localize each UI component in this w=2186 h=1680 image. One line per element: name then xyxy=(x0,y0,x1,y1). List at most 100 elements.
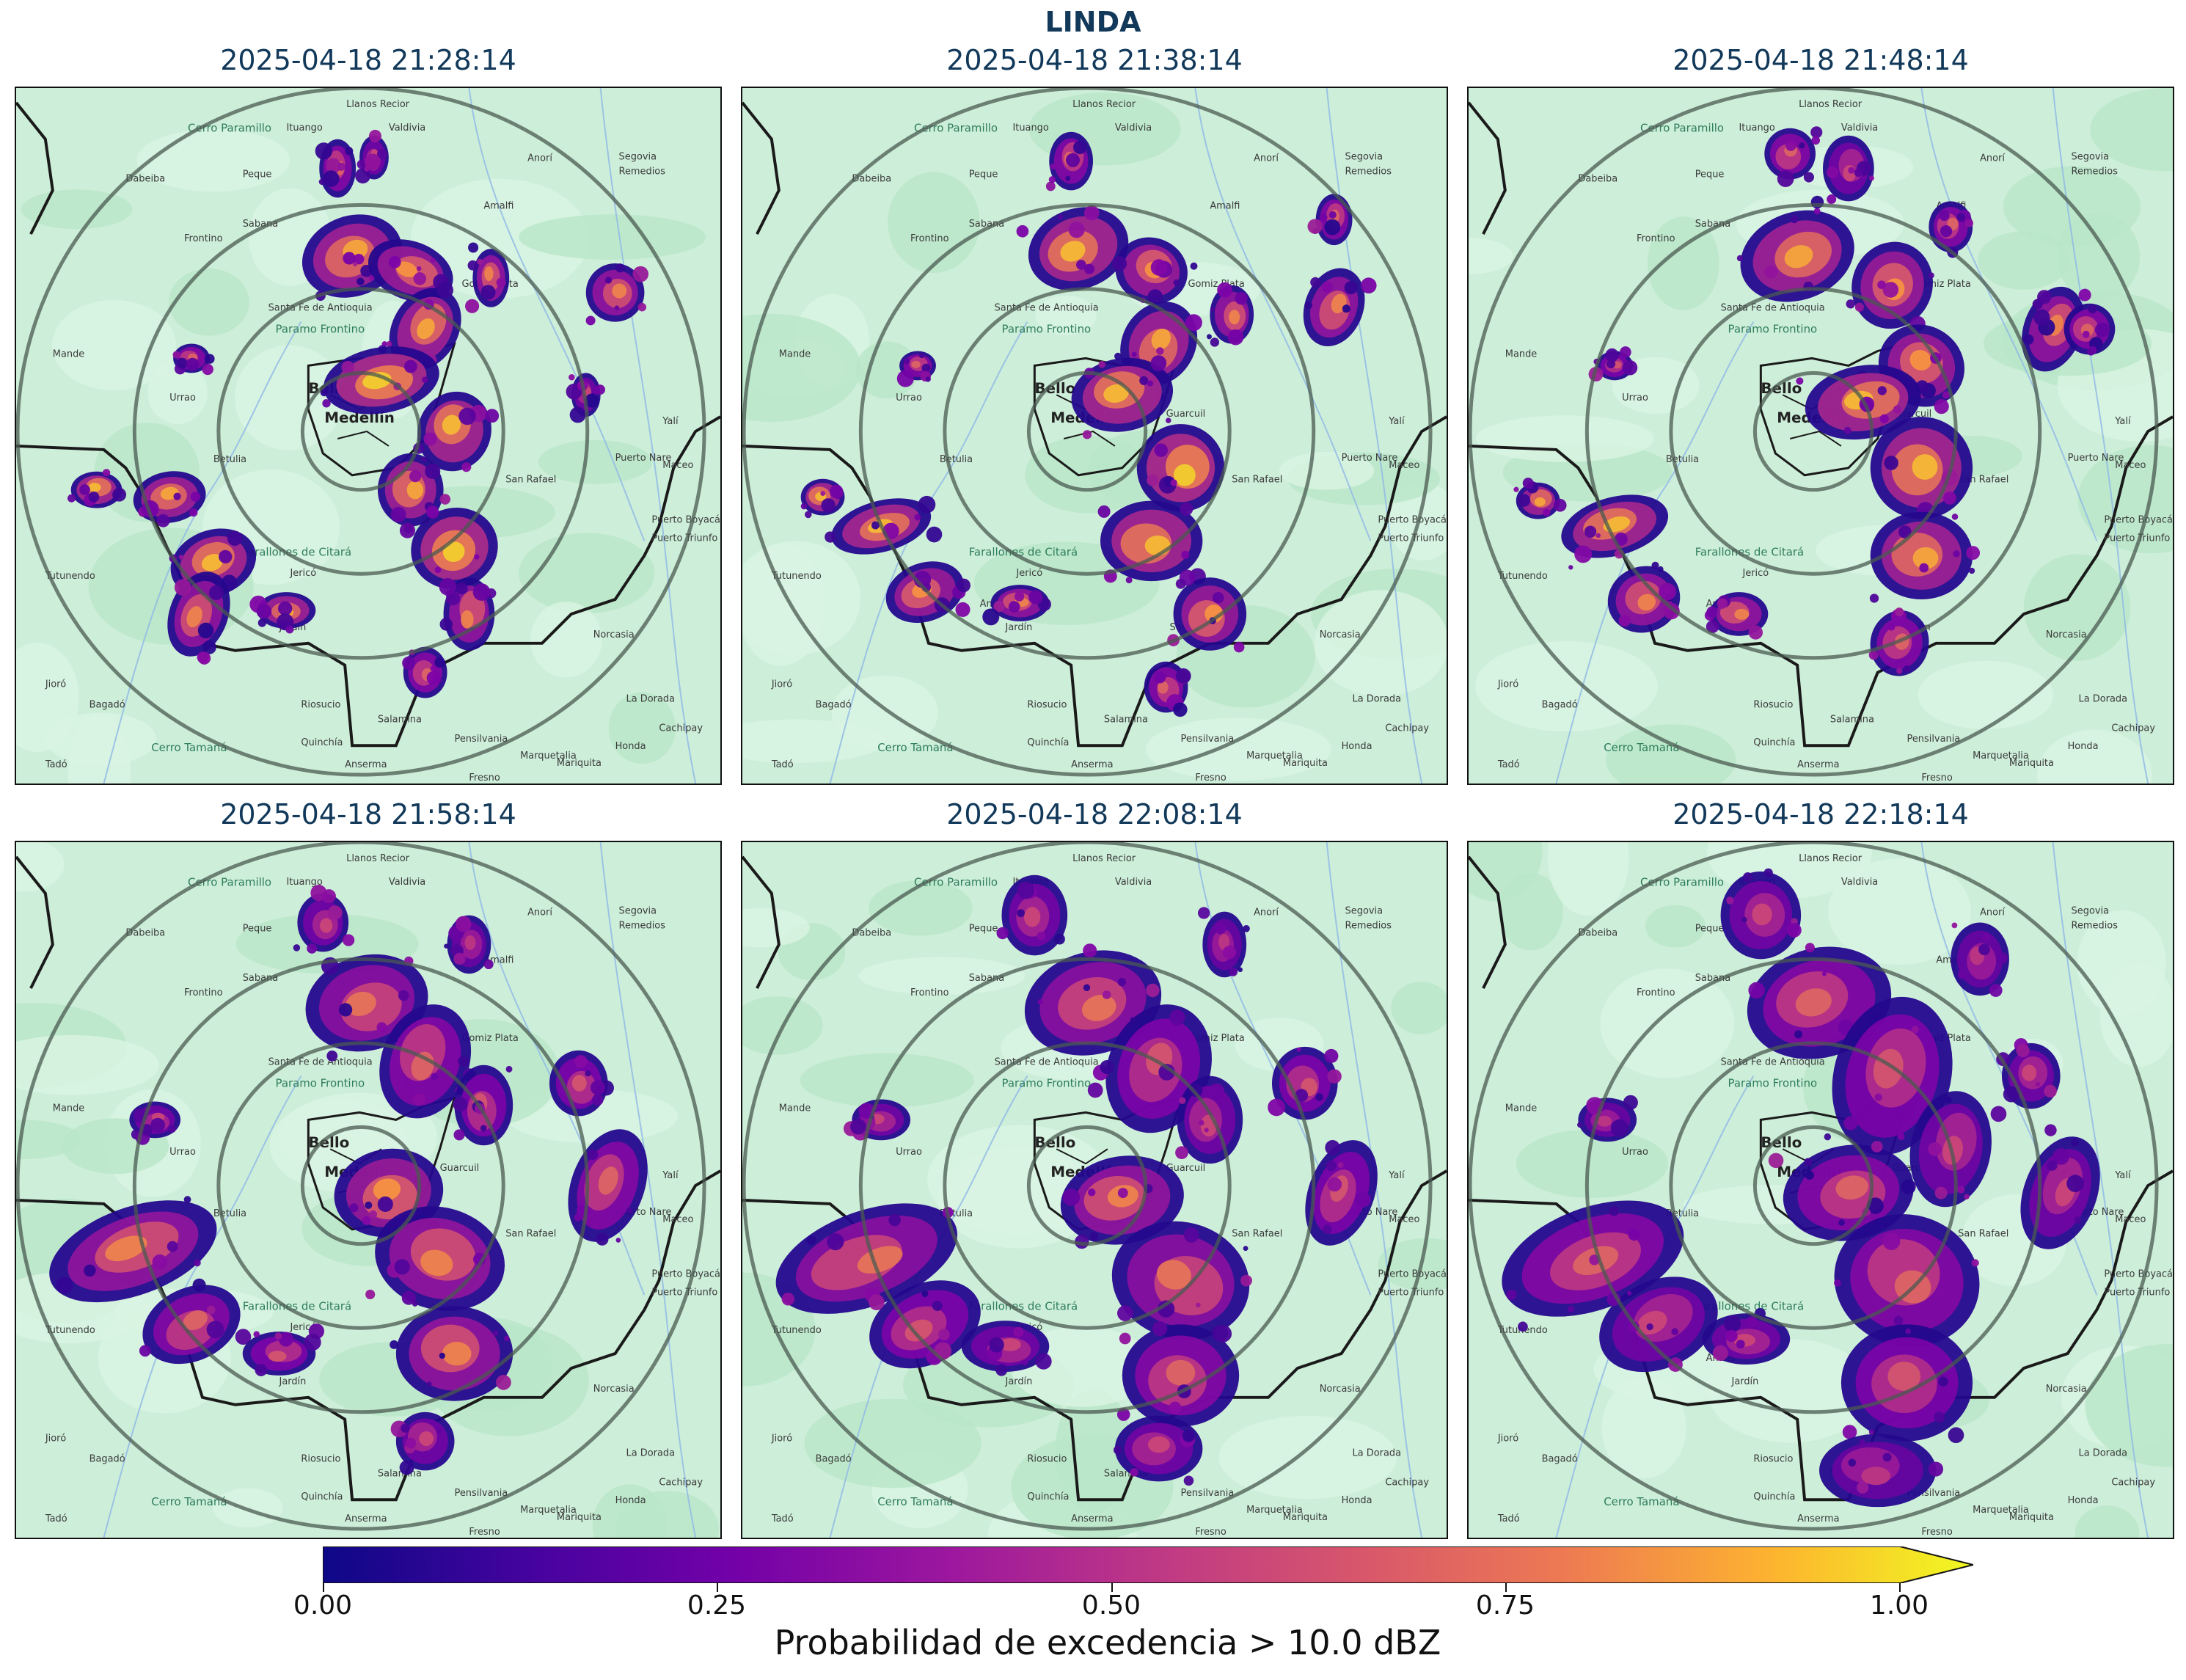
map-label: Riosucio xyxy=(301,699,340,710)
map-label: Gomiz Plata xyxy=(461,1033,518,1044)
map-label: Salamina xyxy=(378,714,422,725)
precip-cell xyxy=(1607,561,1681,633)
map-label: Anserma xyxy=(1797,1513,1839,1524)
map-label: Salamina xyxy=(1104,714,1148,725)
precip-cell xyxy=(1840,1324,1973,1444)
map-label: Yalí xyxy=(2114,416,2131,427)
map-label: Riosucio xyxy=(1027,1453,1067,1464)
precip-cell xyxy=(167,571,230,665)
terrain-patch xyxy=(1145,717,1331,781)
map-label: Ituango xyxy=(1012,123,1048,134)
range-ring xyxy=(216,287,505,576)
panel-timestamp: 2025-04-18 21:28:14 xyxy=(220,44,516,76)
precip-cell xyxy=(1720,868,1802,960)
map-label: Honda xyxy=(615,741,646,752)
river xyxy=(1920,88,2098,541)
range-ring xyxy=(216,1041,505,1330)
map-label: Urrao xyxy=(1622,1147,1648,1158)
precip-cell xyxy=(444,915,494,974)
map-label: Sabana xyxy=(969,973,1004,984)
terrain-patch xyxy=(1600,968,1735,1078)
range-ring xyxy=(742,88,1433,777)
terrain-patch xyxy=(1279,451,1375,490)
map-label: Paramo Frontino xyxy=(276,323,365,336)
precip-cell xyxy=(355,129,389,184)
map-label: Puerto Boyacá xyxy=(2104,1269,2173,1280)
range-ring xyxy=(1669,287,1958,576)
map-label: Segovia xyxy=(2072,152,2109,163)
map-label: Maceo xyxy=(1389,1214,1419,1225)
precip-cell xyxy=(399,505,498,599)
precip-cell xyxy=(390,1411,455,1475)
map-label: Anserma xyxy=(345,1513,387,1524)
map-label: Dabeiba xyxy=(1578,173,1617,184)
map-label: Honda xyxy=(615,1495,646,1506)
range-ring xyxy=(1469,842,2159,1531)
precip-cell xyxy=(1097,500,1206,585)
precip-cell xyxy=(1599,1277,1718,1373)
terrain-patch xyxy=(1645,905,1706,948)
precip-cell xyxy=(1119,1321,1240,1427)
terrain-patch xyxy=(1378,1238,1447,1291)
map-label: Mariquita xyxy=(557,1512,602,1523)
precip-cell xyxy=(996,874,1068,956)
terrain-patch xyxy=(1314,590,1447,697)
map-label: Valdivia xyxy=(1115,877,1152,888)
terrain-patch xyxy=(1035,295,1097,335)
map-label: Peque xyxy=(243,169,272,180)
precip-cell xyxy=(568,1129,648,1246)
radar-panel-5: 2025-04-18 22:08:14 Llanos ReciorItuango… xyxy=(741,798,1448,1539)
map-label: Cachipay xyxy=(2111,723,2155,734)
map-label: Puerto Boyacá xyxy=(651,1269,720,1280)
precip-cell xyxy=(315,139,357,198)
map-label: Valdivia xyxy=(389,123,425,134)
map-label: Norcasia xyxy=(1320,1384,1361,1395)
map-label: Tutunendo xyxy=(45,1325,95,1336)
department-boundary xyxy=(16,415,720,748)
radar-panel-3: 2025-04-18 21:48:14 Llanos Recior Ituango… xyxy=(1467,44,2174,785)
colorbar-tick-label: 0.50 xyxy=(1081,1590,1141,1621)
map-label: Yalí xyxy=(2114,1170,2131,1181)
precip-cell xyxy=(1834,1197,1980,1347)
terrain-patch xyxy=(16,1034,160,1095)
precip-cell xyxy=(1870,405,1973,520)
map-label: Peque xyxy=(1695,923,1725,934)
map-label: Fresno xyxy=(1195,773,1226,784)
colorbar-tick-label: 1.00 xyxy=(1869,1590,1929,1621)
map-label: Valdivia xyxy=(389,877,425,888)
map-label: Puerto Boyacá xyxy=(1378,1269,1447,1280)
map-label: Frontino xyxy=(910,987,949,998)
terrain-patch xyxy=(1516,1129,1668,1198)
map-label: Yalí xyxy=(662,1170,679,1181)
precip-cell xyxy=(896,351,936,387)
map-label: Segovia xyxy=(1345,152,1383,163)
range-ring xyxy=(132,202,590,660)
map-label: Anserma xyxy=(1797,759,1839,770)
map-label: Segovia xyxy=(2072,906,2109,917)
map-label: Cerro Tamaná xyxy=(1604,1495,1679,1508)
map-label: Ituango xyxy=(286,877,322,888)
map-label: Pensilvania xyxy=(1907,734,1961,745)
map-label: Jericó xyxy=(289,568,316,579)
map-label: La Dorada xyxy=(626,1447,676,1458)
figure-title: LINDA xyxy=(1045,6,1141,38)
colorbar-tickmark xyxy=(1111,1583,1113,1592)
terrain-patch xyxy=(169,268,249,336)
precip-cell xyxy=(1197,907,1250,978)
map-label: Peque xyxy=(243,923,272,934)
precip-cell xyxy=(242,1323,325,1376)
precip-cell xyxy=(1144,661,1191,717)
terrain-patch xyxy=(538,439,653,484)
map-label: Puerto Boyacá xyxy=(651,515,720,526)
map-label: Remedios xyxy=(2072,167,2119,178)
map-label: Betulia xyxy=(213,1208,246,1219)
river xyxy=(599,842,697,1538)
map-label: Jioró xyxy=(1497,679,1518,690)
map-label: Quinchía xyxy=(301,1491,343,1502)
precip-cell xyxy=(1045,131,1094,191)
map-label: Norcasia xyxy=(1320,629,1361,640)
terrain-patch xyxy=(67,714,131,784)
map-label: Pensilvania xyxy=(455,1488,508,1499)
